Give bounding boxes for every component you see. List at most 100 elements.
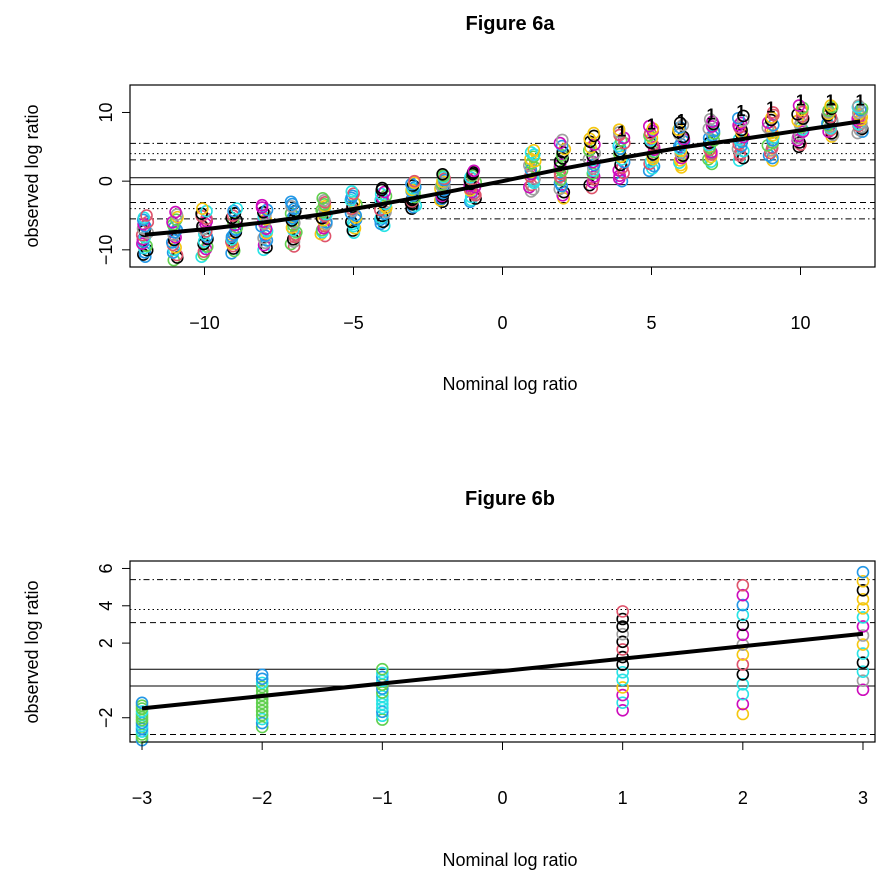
data-point <box>736 618 750 632</box>
data-point <box>616 673 629 687</box>
x-tick-label: 0 <box>497 313 507 333</box>
data-point <box>673 116 687 130</box>
data-point <box>736 608 750 622</box>
points-6b <box>135 565 870 747</box>
data-point <box>856 638 870 651</box>
data-point <box>376 666 389 680</box>
data-point <box>736 578 750 592</box>
data-point <box>736 598 750 612</box>
fit-line-6a <box>144 119 861 237</box>
x-axis-label-6a: Nominal log ratio <box>442 374 577 394</box>
data-point <box>227 204 240 218</box>
x-axis-label-6b: Nominal log ratio <box>442 850 577 870</box>
fit-line <box>144 119 861 237</box>
data-point <box>766 106 780 119</box>
data-point <box>467 164 481 178</box>
data-point <box>169 205 182 219</box>
data-point <box>255 198 269 212</box>
data-point <box>316 192 330 205</box>
x-tick-label: 5 <box>646 313 656 333</box>
y-axis-6a: −10 0 10 <box>96 102 130 265</box>
data-point <box>255 672 269 686</box>
data-point <box>765 111 778 124</box>
data-point <box>852 99 865 112</box>
data-point <box>736 588 750 602</box>
data-point <box>376 662 389 676</box>
data-point <box>408 174 421 188</box>
y-tick-label: 0 <box>96 176 116 186</box>
fit-line-6b <box>141 631 864 711</box>
data-point <box>375 181 389 195</box>
y-tick-label: 4 <box>96 601 116 611</box>
data-point <box>856 593 870 606</box>
x-axis-6a: −10 −5 0 5 10 <box>189 266 811 333</box>
x-tick-label: −1 <box>372 788 393 808</box>
data-point <box>856 620 870 633</box>
x-tick-label: −2 <box>252 788 273 808</box>
data-point <box>616 612 629 626</box>
x-tick-label: 1 <box>618 788 628 808</box>
data-point <box>524 146 538 159</box>
reference-lines-6b <box>130 579 875 736</box>
data-point <box>736 677 750 691</box>
data-point <box>226 209 240 222</box>
data-point <box>347 187 360 200</box>
data-point <box>856 611 870 624</box>
data-point <box>527 148 541 161</box>
data-point <box>736 658 750 671</box>
data-point <box>736 648 750 661</box>
data-point <box>527 143 541 157</box>
data-point <box>287 240 301 253</box>
data-point <box>616 635 629 649</box>
data-point <box>706 115 719 128</box>
x-axis-6b: −3 −2 −1 0 1 2 3 <box>132 741 868 808</box>
y-tick-label: −10 <box>96 235 116 266</box>
data-point <box>824 99 837 112</box>
data-point <box>585 181 599 195</box>
data-point <box>555 133 569 147</box>
point-label: 1 <box>826 93 835 110</box>
data-point <box>792 99 806 112</box>
data-point <box>616 681 629 694</box>
y-tick-label: 6 <box>96 563 116 573</box>
data-point <box>255 692 269 706</box>
data-point <box>436 167 449 181</box>
x-tick-label: 2 <box>738 788 748 808</box>
data-point <box>616 703 629 717</box>
data-point <box>737 109 750 123</box>
one-labels-6a: 1 1 1 1 1 1 1 1 1 <box>617 93 864 141</box>
data-point <box>255 676 269 690</box>
data-point <box>856 683 870 697</box>
point-label: 1 <box>617 124 626 141</box>
data-point <box>345 185 359 198</box>
y-tick-label: −2 <box>96 707 116 728</box>
chart-title-6b: Figure 6b <box>465 488 555 510</box>
data-point <box>255 712 269 726</box>
data-point <box>856 665 870 678</box>
data-point <box>140 209 153 222</box>
data-point <box>703 113 717 126</box>
data-point <box>318 194 331 207</box>
data-point <box>555 139 569 153</box>
data-point <box>673 121 687 134</box>
data-point <box>856 602 870 615</box>
data-point <box>255 700 269 714</box>
panel-6a: Figure 6a 1 1 1 1 1 1 1 1 1 −10 −5 0 5 10 −10 0 10 Nom… <box>22 13 876 394</box>
point-label: 1 <box>736 103 745 120</box>
data-point <box>704 155 718 168</box>
data-point <box>856 647 870 660</box>
panel-6b: Figure 6b −3 −2 −1 0 1 2 3 −2 2 4 6 Nominal log r… <box>22 488 876 870</box>
reference-lines-6a <box>130 142 875 220</box>
plot-frame-6a <box>129 84 876 268</box>
data-point <box>255 716 269 730</box>
point-label: 1 <box>677 112 686 129</box>
data-point <box>856 574 870 588</box>
data-point <box>196 202 209 215</box>
data-point <box>856 565 870 579</box>
x-tick-label: 10 <box>790 313 810 333</box>
data-point <box>616 665 629 679</box>
data-point <box>856 583 870 597</box>
x-tick-label: 3 <box>858 788 868 808</box>
data-point <box>736 687 750 701</box>
